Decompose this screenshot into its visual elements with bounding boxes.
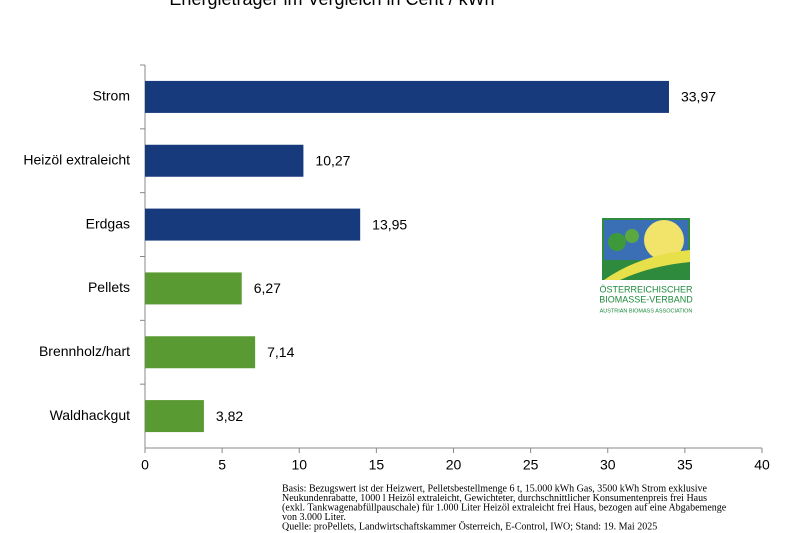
x-tick-label: 40: [754, 457, 770, 473]
x-tick-label: 30: [600, 457, 616, 473]
value-label: 10,27: [315, 152, 350, 168]
y-tick-label: Erdgas: [86, 215, 130, 231]
x-tick-label: 5: [218, 457, 226, 473]
y-tick-label: Brennholz/hart: [39, 343, 130, 359]
bar: [145, 80, 669, 113]
bar: [145, 208, 361, 241]
logo-text: AUSTRIAN BIOMASS ASSOCIATION: [600, 308, 693, 314]
bar: [145, 336, 256, 369]
footnote: (exkl. Tankwagenabfüllpauschale) für 1.0…: [282, 502, 727, 513]
bar: [145, 272, 242, 305]
y-tick-label: Heizöl extraleicht: [23, 151, 130, 167]
footnote: Quelle: proPellets, Landwirtschaftskamme…: [282, 520, 657, 532]
x-tick-label: 0: [141, 457, 149, 473]
chart-title: Energieträger im Vergleich in Cent / kWh: [169, 0, 494, 9]
x-tick-label: 25: [523, 457, 539, 473]
x-tick-label: 10: [291, 457, 307, 473]
logo-sun: [644, 220, 684, 260]
logo: ÖSTERREICHISCHER BIOMASSE-VERBAND AUSTRI…: [599, 218, 693, 314]
x-tick-label: 20: [446, 457, 462, 473]
x-tick-label: 15: [369, 457, 385, 473]
bar: [145, 144, 304, 177]
value-label: 6,27: [254, 280, 281, 296]
y-tick-label: Pellets: [88, 279, 130, 295]
value-label: 13,95: [372, 216, 407, 232]
y-tick-label: Waldhackgut: [50, 407, 131, 423]
logo-tree: [608, 233, 626, 251]
logo-text: BIOMASSE-VERBAND: [599, 294, 693, 304]
y-tick-label: Strom: [93, 88, 130, 104]
value-label: 7,14: [267, 344, 294, 360]
bar: [145, 400, 204, 433]
x-tick-label: 35: [677, 457, 693, 473]
value-label: 3,82: [216, 408, 243, 424]
footnote: von 3.000 Liter.: [282, 512, 346, 523]
value-label: 33,97: [681, 89, 716, 105]
logo-text: ÖSTERREICHISCHER: [599, 284, 693, 294]
logo-tree: [625, 229, 639, 243]
logo-path: [604, 250, 690, 280]
footnote: Basis: Bezugswert ist der Heizwert, Pell…: [282, 483, 707, 494]
footnote: Neukundenrabatte, 1000 l Heizöl extralei…: [282, 493, 707, 504]
